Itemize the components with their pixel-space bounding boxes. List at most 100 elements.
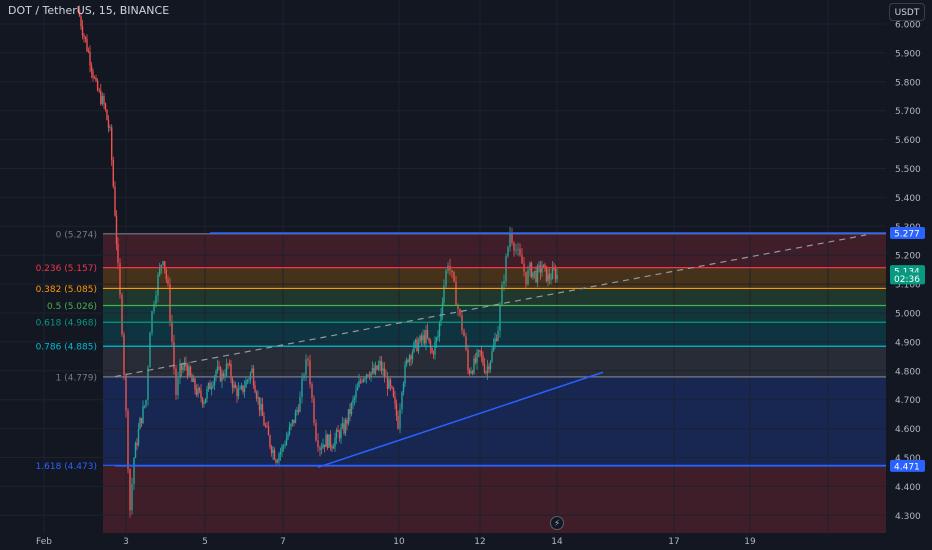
candle-body [553,267,555,269]
price-tick-label: 4.900 [895,338,921,348]
candle-body [434,341,436,355]
candle-body [404,365,406,384]
candle-body [370,372,372,378]
candle-body [429,341,432,348]
fib-label: 1 (4.779) [56,373,97,383]
candle-body [416,339,418,351]
candle-body [236,388,238,397]
candle-body [239,388,241,390]
price-tags: 5.2775.13402:364.471 [890,226,925,472]
candle-body [397,416,399,429]
candle-body [509,233,511,248]
candle-body [401,392,403,410]
candle-body [432,352,435,355]
candle-body [494,338,496,345]
candle-body [431,348,433,353]
candle-body [278,454,280,461]
candle-body [281,446,283,452]
candle-body [291,419,294,424]
candle-body [476,352,478,363]
price-tick-label: 5.800 [895,78,921,88]
candle-body [207,383,210,389]
fib-label: 0.236 (5.157) [36,264,97,274]
lightning-icon[interactable]: ⚡ [550,516,564,530]
candle-body [285,438,288,446]
candle-body [299,396,301,412]
price-tick-label: 5.000 [895,310,921,320]
candle-body [119,262,121,295]
candle-body [445,270,447,286]
candle-body [426,329,429,338]
candle-body [361,381,363,383]
candle-body [521,255,523,264]
drawing-lines[interactable] [103,232,886,469]
candle-body [167,279,169,284]
candle-body [125,374,127,411]
candle-body [103,95,105,104]
fib-band [103,288,886,306]
candle-body [544,264,546,267]
candle-body [121,295,123,335]
candle-body [98,90,100,92]
candle-body [195,389,198,395]
candle-body [81,26,84,36]
price-tick-label: 5.500 [895,165,921,175]
fib-band [103,322,886,347]
fib-band [103,233,886,268]
candle-body [267,426,270,436]
candle-body [491,351,493,362]
candle-body [248,379,250,381]
candle-body [106,109,108,121]
candle-body [485,372,487,373]
candle-body [325,434,327,447]
candle-body [367,374,369,376]
candle-body [530,263,533,278]
candle-body [96,80,99,91]
time-axis[interactable]: Feb 3 5 7 10 12 14 17 19 [0,533,932,550]
candle-body [162,261,164,265]
candle-body [407,359,409,362]
candle-body [423,335,426,344]
candle-body [261,404,264,416]
candle-body [180,363,183,371]
candle-body [350,403,353,414]
candle-body [258,397,261,411]
candle-body [468,370,471,374]
candle-body [542,264,545,268]
candle-body [383,368,386,378]
candle-body [364,378,366,380]
candle-body [293,419,295,423]
candle-body [115,215,118,245]
candle-body [399,409,401,429]
candle-body [111,127,113,160]
price-tick-label: 4.500 [895,454,921,464]
candle-body [188,366,190,376]
candle-body [225,363,228,376]
candle-body [249,372,252,380]
price-tag-text: 4.471 [894,462,920,472]
candle-body [332,446,335,449]
candle-body [213,376,216,385]
candle-body [447,265,449,271]
candle-body [89,52,91,66]
candle-body [503,281,505,285]
candle-body [209,383,211,390]
candle-body [380,360,383,371]
candle-body [164,261,166,270]
candle-body [408,355,411,362]
candle-body [411,351,414,360]
candle-body [245,380,247,388]
candle-body [335,430,338,438]
candle-body [242,385,244,392]
currency-button[interactable]: USDT [889,3,925,21]
candle-body [435,337,438,342]
candle-body [471,371,474,374]
candle-body [123,334,125,375]
candle-body [538,265,540,267]
candle-body [78,9,81,17]
candle-body [389,379,392,387]
candle-body [107,120,110,128]
candle-body [173,341,175,369]
candle-body [352,399,354,404]
